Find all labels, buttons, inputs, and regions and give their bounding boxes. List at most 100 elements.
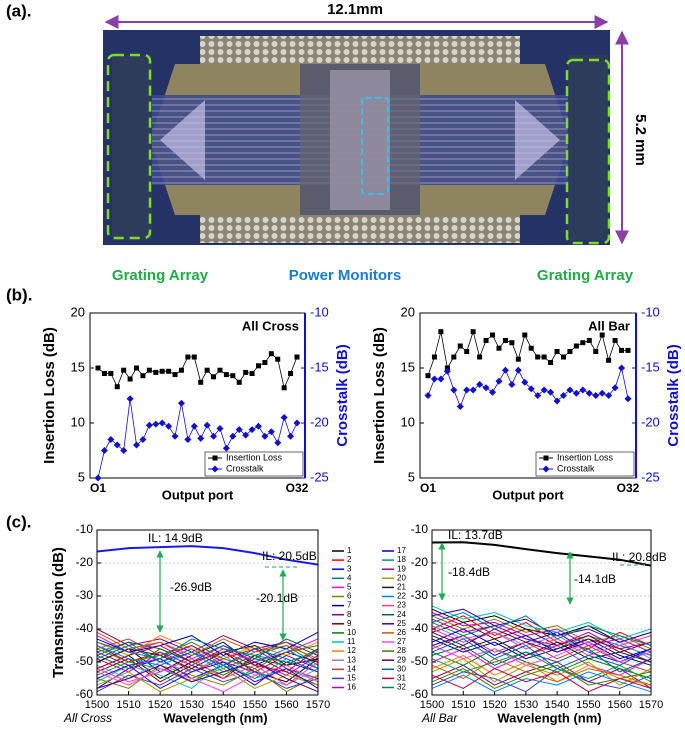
point: [95, 365, 101, 371]
annotation: IL: 20.8dB: [612, 550, 667, 564]
spectrum-line: [96, 641, 319, 670]
legend-marker: [212, 455, 218, 461]
spectrum-line: [96, 631, 319, 656]
point: [528, 345, 534, 351]
point: [586, 338, 592, 343]
point: [262, 360, 268, 365]
y2-tick-label: -15: [310, 359, 329, 374]
point: [127, 376, 133, 382]
y2-tick-label: -20: [641, 414, 660, 429]
caption: All Bar: [421, 711, 458, 725]
x-tick-label: 1550: [243, 699, 267, 711]
point: [190, 422, 198, 430]
legend-label: 10: [347, 628, 356, 637]
chart-title: All Bar: [588, 318, 630, 333]
point: [197, 434, 205, 442]
point: [146, 367, 152, 373]
point: [527, 385, 535, 393]
point: [255, 363, 261, 369]
spectrum-line: [96, 644, 319, 670]
point: [424, 392, 432, 399]
spectrum-line: [96, 668, 319, 693]
x-axis-label: Output port: [492, 487, 564, 502]
x-axis-label: Wavelength (nm): [497, 710, 601, 725]
x-tick-label: 1510: [451, 699, 475, 711]
point: [431, 354, 437, 360]
point: [178, 367, 184, 373]
point: [456, 403, 464, 410]
x-tick-label: 1500: [420, 699, 444, 711]
point: [548, 360, 554, 365]
legend-label: 1: [347, 546, 352, 555]
panel-label: (b).: [6, 285, 32, 304]
point: [242, 431, 250, 439]
point: [248, 426, 256, 434]
y2-tick-label: -10: [641, 304, 660, 319]
y2-tick-label: -10: [310, 304, 329, 319]
point: [514, 366, 522, 374]
point: [101, 371, 107, 376]
x-tick-label: O32: [617, 481, 640, 495]
x-tick-label: 1540: [211, 699, 235, 711]
x-tick-label: 1530: [514, 699, 538, 711]
legend-label: 24: [397, 610, 406, 619]
point: [275, 356, 281, 362]
legend-label: 4: [347, 573, 352, 582]
point: [522, 332, 528, 338]
point: [554, 349, 560, 354]
legend-label: 5: [347, 583, 352, 592]
spectrum-line: [96, 545, 319, 566]
legend-label: 7: [347, 601, 352, 610]
y-tick-label: -60: [76, 687, 94, 701]
y2-tick-label: -25: [310, 469, 329, 484]
x-axis-label: Output port: [162, 487, 234, 502]
point: [482, 384, 490, 392]
y-tick-label: 20: [71, 304, 85, 319]
point: [477, 354, 483, 360]
plot-frame: [96, 529, 319, 696]
point: [171, 432, 179, 440]
point: [599, 332, 605, 338]
point: [469, 386, 477, 394]
spectrum-line: [431, 541, 652, 567]
y2-tick-label: -25: [641, 469, 660, 484]
legend-label: 2: [347, 555, 352, 564]
panel-label: (a).: [6, 1, 32, 20]
spectrum-line: [96, 638, 319, 663]
point: [573, 343, 579, 349]
point: [280, 414, 288, 421]
legend-label: 29: [397, 655, 406, 664]
spectrum-line: [96, 644, 319, 673]
y-axis-label: Transmission (dB): [50, 547, 67, 678]
region-label: Grating Array: [537, 267, 634, 284]
legend-label: 21: [397, 583, 406, 592]
legend-marker: [542, 465, 550, 473]
point: [121, 367, 127, 373]
point: [464, 349, 470, 354]
legend-label: 6: [347, 592, 352, 601]
point: [210, 432, 218, 440]
spectrum-line: [96, 638, 319, 663]
x-tick-label: 1510: [116, 699, 140, 711]
y-tick-label: -40: [76, 621, 94, 635]
y-tick-label: 5: [408, 469, 415, 484]
series-line: [427, 366, 629, 408]
point: [267, 428, 275, 436]
point: [230, 373, 236, 379]
y2-tick-label: -20: [310, 414, 329, 429]
point: [443, 367, 451, 375]
legend-label: Crosstalk: [226, 463, 264, 473]
point: [451, 354, 457, 360]
point: [501, 366, 509, 374]
legend-label: 16: [347, 683, 356, 692]
point: [274, 439, 282, 447]
spectrum-line: [431, 668, 652, 693]
point: [476, 381, 484, 388]
point: [94, 474, 102, 482]
legend-label: 25: [397, 619, 406, 628]
region-label: Grating Array: [112, 267, 209, 284]
point: [438, 329, 444, 335]
point: [126, 395, 134, 403]
spectrum-line: [96, 664, 319, 693]
